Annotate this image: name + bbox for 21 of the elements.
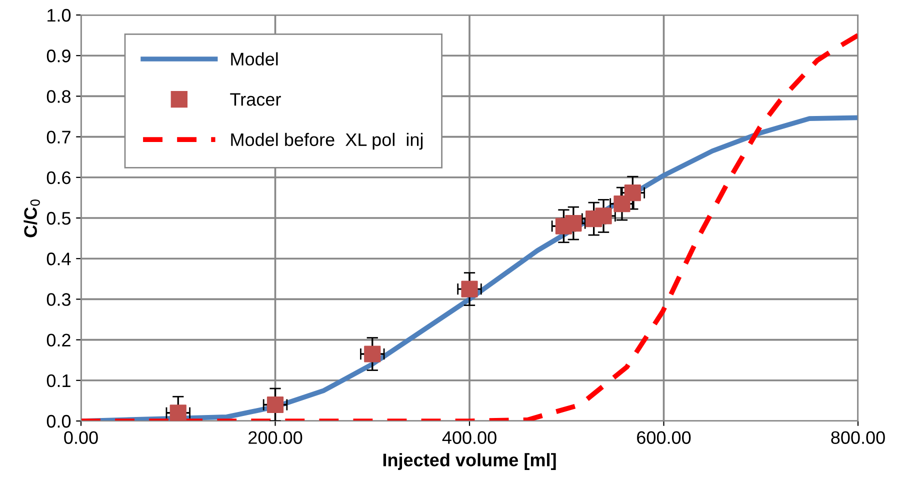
x-tick-label: 400.00 [442, 431, 496, 444]
y-axis-title: C/C$_{0}$ [24, 199, 40, 238]
y-tick-label: 0.3 [46, 293, 70, 306]
legend-label: Model before XL pol inj [231, 132, 423, 150]
x-tick-label: 800.00 [831, 431, 885, 444]
y-tick-label: 0.9 [46, 50, 70, 62]
legend-label: Model [231, 52, 278, 66]
y-tick-label: 0.2 [46, 334, 70, 347]
x-tick-label: 0.00 [64, 431, 98, 444]
y-tick-label: 0.6 [46, 171, 70, 184]
legend-label: Tracer [230, 93, 281, 106]
y-tick-label: 0.5 [46, 212, 71, 225]
x-tick-label: 600.00 [637, 431, 691, 444]
x-tick-label: 200.00 [248, 431, 302, 444]
y-tick-label: 0.4 [46, 252, 71, 266]
y-tick-label: 0.0 [46, 414, 71, 428]
y-tick-label: 0.7 [46, 130, 70, 144]
y-tick-label: 0.8 [46, 90, 70, 103]
x-axis-title: Injected volume [ml] [383, 453, 556, 470]
y-tick-label: 1.0 [48, 8, 71, 22]
y-tick-label: 0.1 [46, 374, 70, 388]
